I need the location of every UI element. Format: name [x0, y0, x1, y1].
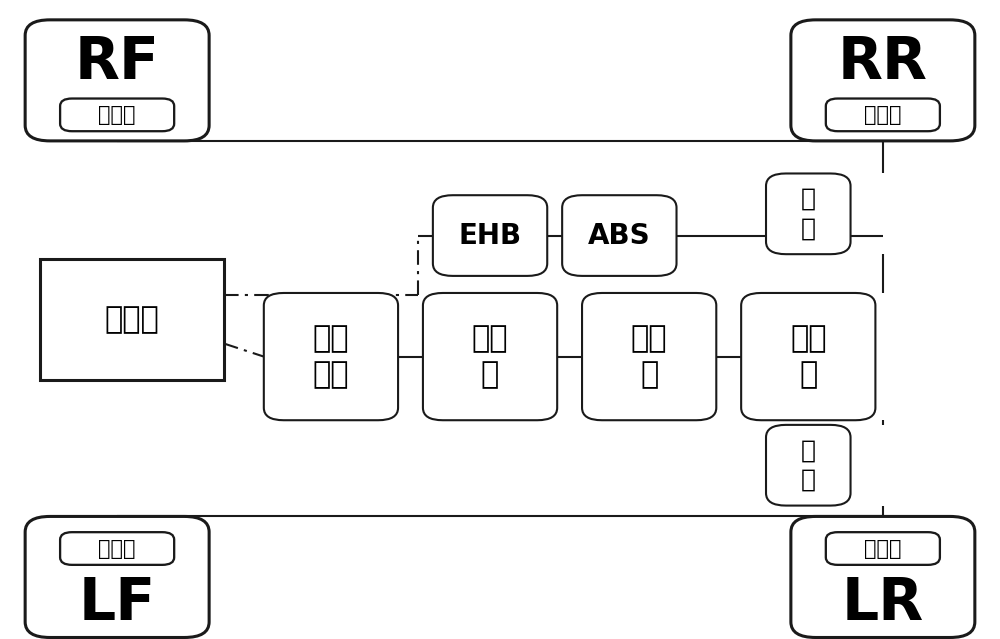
FancyBboxPatch shape — [433, 195, 547, 276]
FancyBboxPatch shape — [60, 98, 174, 131]
FancyBboxPatch shape — [791, 516, 975, 638]
FancyBboxPatch shape — [826, 98, 940, 131]
Text: LF: LF — [79, 575, 156, 632]
Bar — [40, 259, 224, 380]
Text: ABS: ABS — [588, 222, 651, 250]
FancyBboxPatch shape — [766, 425, 851, 505]
Text: 控制器: 控制器 — [105, 305, 159, 334]
Text: RR: RR — [838, 34, 928, 91]
FancyBboxPatch shape — [264, 293, 398, 420]
Text: 前
轴: 前 轴 — [801, 438, 816, 492]
Text: EHB: EHB — [458, 222, 522, 250]
Text: 刹车盘: 刹车盘 — [98, 105, 136, 125]
Text: 刹车盘: 刹车盘 — [864, 539, 902, 558]
Text: 前
轴: 前 轴 — [801, 187, 816, 241]
FancyBboxPatch shape — [60, 532, 174, 565]
FancyBboxPatch shape — [25, 516, 209, 638]
FancyBboxPatch shape — [423, 293, 557, 420]
Text: 动力
电机: 动力 电机 — [313, 324, 349, 389]
FancyBboxPatch shape — [766, 173, 851, 254]
FancyBboxPatch shape — [25, 20, 209, 141]
Text: RF: RF — [75, 34, 160, 91]
FancyBboxPatch shape — [826, 532, 940, 565]
FancyBboxPatch shape — [741, 293, 875, 420]
FancyBboxPatch shape — [582, 293, 716, 420]
FancyBboxPatch shape — [791, 20, 975, 141]
Text: LR: LR — [842, 575, 924, 632]
Text: 变速
器: 变速 器 — [472, 324, 508, 389]
Text: 刹车盘: 刹车盘 — [98, 539, 136, 558]
Text: 传动
杆: 传动 杆 — [631, 324, 667, 389]
Text: 刹车盘: 刹车盘 — [864, 105, 902, 125]
Text: 差速
器: 差速 器 — [790, 324, 827, 389]
FancyBboxPatch shape — [562, 195, 677, 276]
